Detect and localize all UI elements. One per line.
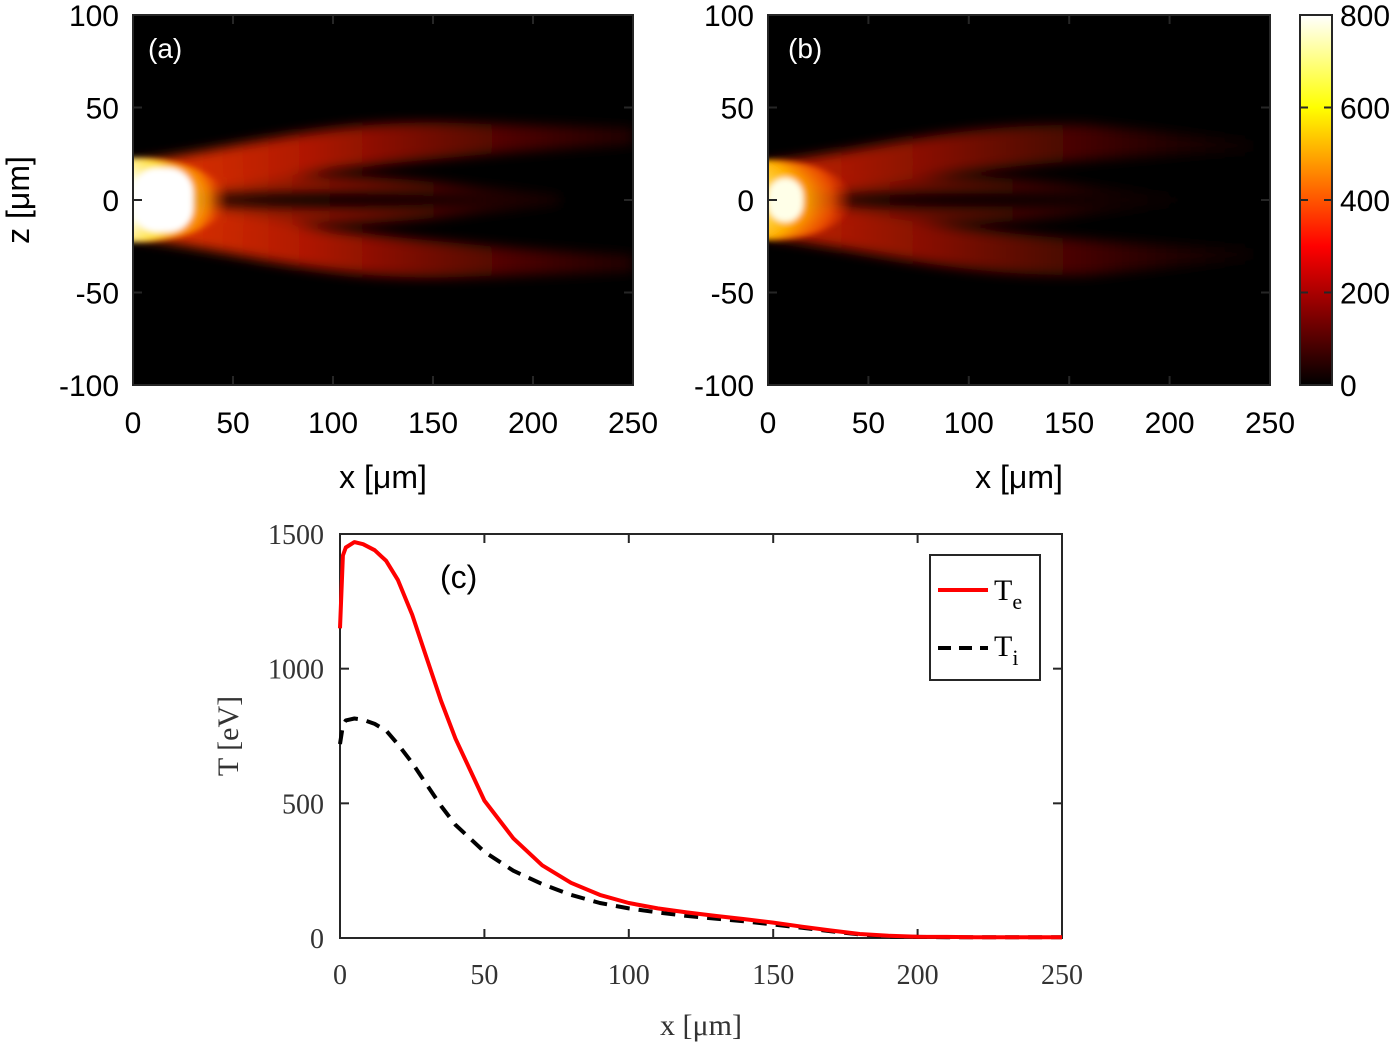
legend-label-te: Te [994, 574, 1022, 614]
x-tick-label: 0 [333, 960, 347, 991]
x-tick-label: 100 [608, 960, 650, 991]
line-chart-c-ylabel: T [eV] [212, 696, 245, 776]
x-tick-label: 50 [470, 960, 498, 991]
y-tick-label: 0 [102, 185, 119, 218]
x-tick-label: 50 [216, 407, 249, 440]
colorbar-tick-label: 0 [1340, 370, 1357, 403]
legend-label-ti: Ti [994, 630, 1018, 670]
heatmap-a-ylabel: z [μm] [0, 156, 36, 244]
x-tick-label: 150 [1044, 407, 1094, 440]
heatmap-a-ticks: 0 50 100 150 200 250 100 50 0 -50 -100 [59, 0, 658, 440]
jet-b-envelope-lower [768, 205, 1250, 276]
x-tick-label: 100 [308, 407, 358, 440]
colorbar-tick-label: 200 [1340, 278, 1390, 311]
jet-b-inner-lower [815, 200, 1180, 223]
x-tick-label: 0 [125, 407, 142, 440]
y-tick-label: -50 [711, 278, 754, 311]
heatmap-a-field [133, 122, 633, 278]
panel-label-c: (c) [440, 559, 477, 595]
jet-b-inner-upper [815, 177, 1180, 200]
line-chart-c-series [338, 540, 1062, 940]
heatmap-b-ticks: 0 50 100 150 200 250 100 50 0 -50 -100 [694, 0, 1295, 440]
x-tick-label: 250 [1245, 407, 1295, 440]
y-tick-label: 1500 [268, 520, 324, 551]
heatmap-b-xlabel: x [μm] [975, 459, 1063, 495]
heatmap-b-field [768, 124, 1250, 276]
x-tick-label: 250 [608, 407, 658, 440]
jet-a-inner-upper [180, 175, 560, 200]
y-tick-label: -50 [76, 278, 119, 311]
line-chart-c-xlabel: x [μm] [660, 1009, 742, 1042]
y-tick-label: 50 [86, 93, 119, 126]
legend-box [929, 554, 1041, 681]
jet-a-inner-lower [180, 200, 560, 225]
colorbar-tick-label: 600 [1340, 93, 1390, 126]
core-b-bright [768, 178, 803, 222]
series-line-te [338, 540, 1062, 940]
y-tick-label: 50 [721, 93, 754, 126]
y-tick-label: -100 [694, 370, 754, 403]
jet-b-envelope [768, 124, 1250, 195]
y-tick-label: 0 [310, 924, 324, 955]
panel-label-a: (a) [148, 33, 182, 64]
y-tick-label: 0 [737, 185, 754, 218]
x-tick-label: 200 [508, 407, 558, 440]
y-tick-label: 1000 [268, 655, 324, 686]
line-chart-c: 0 50 100 150 200 250 1500 1000 500 0 (c) x [μm] T… [212, 520, 1083, 1042]
x-tick-label: 150 [752, 960, 794, 991]
colorbar-ticks: 800 600 400 200 0 [1300, 0, 1390, 403]
x-tick-label: 100 [944, 407, 994, 440]
jet-a-envelope-lower [133, 205, 633, 278]
x-tick-label: 200 [897, 960, 939, 991]
heatmap-a-xlabel: x [μm] [339, 459, 427, 495]
series-line-ti [338, 716, 1062, 940]
panel-label-b: (b) [788, 33, 822, 64]
y-tick-label: -100 [59, 370, 119, 403]
colorbar-tick-label: 400 [1340, 185, 1390, 218]
x-tick-label: 250 [1041, 960, 1083, 991]
y-tick-label: 500 [282, 789, 324, 820]
colorbar-tick-label: 800 [1340, 0, 1390, 33]
x-tick-label: 50 [852, 407, 885, 440]
core-a-saturated [133, 168, 193, 232]
heatmap-b: 0 50 100 150 200 250 100 50 0 -50 -100 (b) x [μm] [694, 0, 1295, 495]
x-tick-label: 150 [408, 407, 458, 440]
jet-a-envelope [133, 122, 633, 195]
colorbar: 800 600 400 200 0 [1299, 0, 1390, 403]
line-chart-c-ticks: 0 50 100 150 200 250 1500 1000 500 0 [268, 520, 1083, 991]
legend: Te Ti [929, 554, 1041, 681]
y-tick-label: 100 [704, 0, 754, 33]
y-tick-label: 100 [69, 0, 119, 33]
x-tick-label: 200 [1145, 407, 1195, 440]
x-tick-label: 0 [760, 407, 777, 440]
